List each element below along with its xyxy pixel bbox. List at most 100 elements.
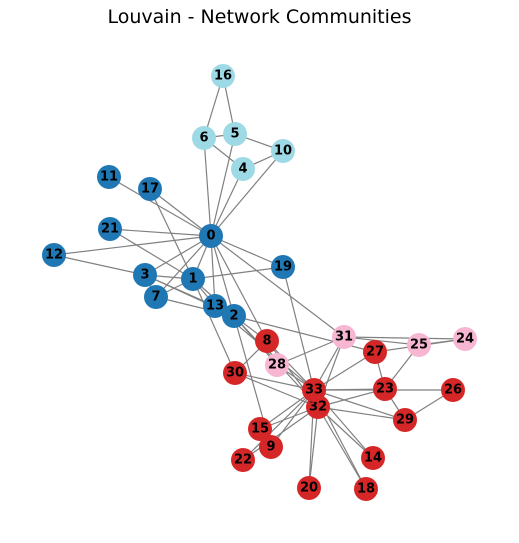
edge-0-6	[203, 137, 212, 237]
edge-0-7	[155, 235, 212, 298]
node-circle	[97, 165, 121, 189]
edge-0-5	[210, 133, 236, 237]
node-label: 30	[226, 366, 244, 381]
node-label: 14	[364, 451, 382, 466]
node-9: 9	[259, 435, 283, 459]
node-0: 0	[199, 224, 223, 248]
node-15: 15	[248, 417, 272, 441]
node-circle	[231, 448, 255, 472]
node-8: 8	[255, 329, 279, 353]
node-22: 22	[231, 448, 255, 472]
node-4: 4	[231, 157, 255, 181]
node-30: 30	[223, 361, 247, 385]
node-circle	[453, 327, 477, 351]
node-label: 31	[335, 330, 353, 345]
edge-29-32	[317, 406, 406, 421]
edge-1-21	[109, 228, 194, 280]
node-23: 23	[373, 377, 397, 401]
node-circle	[407, 333, 431, 357]
node-label: 5	[230, 127, 239, 142]
node-circle	[42, 243, 66, 267]
node-label: 18	[357, 482, 375, 497]
node-1: 1	[181, 267, 205, 291]
edge-0-19	[210, 235, 284, 268]
node-21: 21	[98, 217, 122, 241]
node-11: 11	[97, 165, 121, 189]
node-circle	[211, 64, 235, 88]
node-label: 6	[199, 131, 208, 146]
edge-30-33	[234, 372, 315, 391]
node-12: 12	[42, 243, 66, 267]
edge-0-17	[149, 188, 212, 237]
node-circle	[332, 325, 356, 349]
node-13: 13	[203, 294, 227, 318]
node-label: 26	[444, 383, 462, 398]
edge-18-32	[317, 406, 367, 490]
node-label: 7	[151, 290, 160, 305]
node-label: 13	[206, 299, 224, 314]
node-10: 10	[271, 139, 295, 163]
node-circle	[144, 285, 168, 309]
edge-22-33	[242, 389, 315, 461]
node-label: 28	[268, 358, 286, 373]
edge-30-32	[234, 372, 319, 408]
node-19: 19	[271, 255, 295, 279]
node-circle	[223, 361, 247, 385]
node-7: 7	[144, 285, 168, 309]
node-label: 29	[396, 413, 414, 428]
edge-20-32	[308, 406, 319, 489]
edge-0-11	[108, 176, 212, 237]
node-16: 16	[211, 64, 235, 88]
chart-title: Louvain - Network Communities	[107, 6, 412, 28]
node-label: 15	[251, 422, 269, 437]
node-26: 26	[441, 378, 465, 402]
node-31: 31	[332, 325, 356, 349]
edge-25-31	[343, 336, 420, 346]
node-circle	[302, 378, 326, 402]
node-label: 4	[238, 162, 247, 177]
node-label: 25	[410, 338, 428, 353]
node-29: 29	[393, 408, 417, 432]
node-circle	[181, 267, 205, 291]
node-5: 5	[223, 122, 247, 146]
node-2: 2	[222, 304, 246, 328]
node-circle	[138, 177, 162, 201]
nodes-layer: 0123456789101112131415161718192021222324…	[42, 64, 477, 501]
node-17: 17	[138, 177, 162, 201]
node-circle	[192, 126, 216, 150]
node-label: 23	[376, 382, 394, 397]
node-label: 32	[309, 400, 327, 415]
node-circle	[199, 224, 223, 248]
node-18: 18	[354, 477, 378, 501]
edge-3-13	[144, 274, 216, 307]
node-label: 10	[274, 144, 292, 159]
node-27: 27	[363, 340, 387, 364]
node-14: 14	[361, 446, 385, 470]
node-circle	[271, 139, 295, 163]
node-3: 3	[133, 263, 157, 287]
node-circle	[393, 408, 417, 432]
node-label: 11	[100, 170, 118, 185]
node-circle	[133, 263, 157, 287]
node-circle	[373, 377, 397, 401]
node-circle	[203, 294, 227, 318]
node-circle	[259, 435, 283, 459]
node-28: 28	[265, 353, 289, 377]
node-circle	[354, 477, 378, 501]
node-label: 21	[101, 222, 119, 237]
edge-1-30	[192, 278, 236, 374]
edge-24-31	[343, 336, 466, 340]
node-24: 24	[453, 327, 477, 351]
edge-28-31	[276, 336, 345, 366]
node-label: 17	[141, 182, 159, 197]
edge-0-10	[210, 150, 284, 237]
edge-0-21	[109, 228, 212, 237]
node-circle	[255, 329, 279, 353]
node-20: 20	[297, 476, 321, 500]
node-label: 27	[366, 345, 384, 360]
edge-0-4	[210, 168, 244, 237]
edge-22-32	[242, 406, 319, 461]
node-33: 33	[302, 378, 326, 402]
